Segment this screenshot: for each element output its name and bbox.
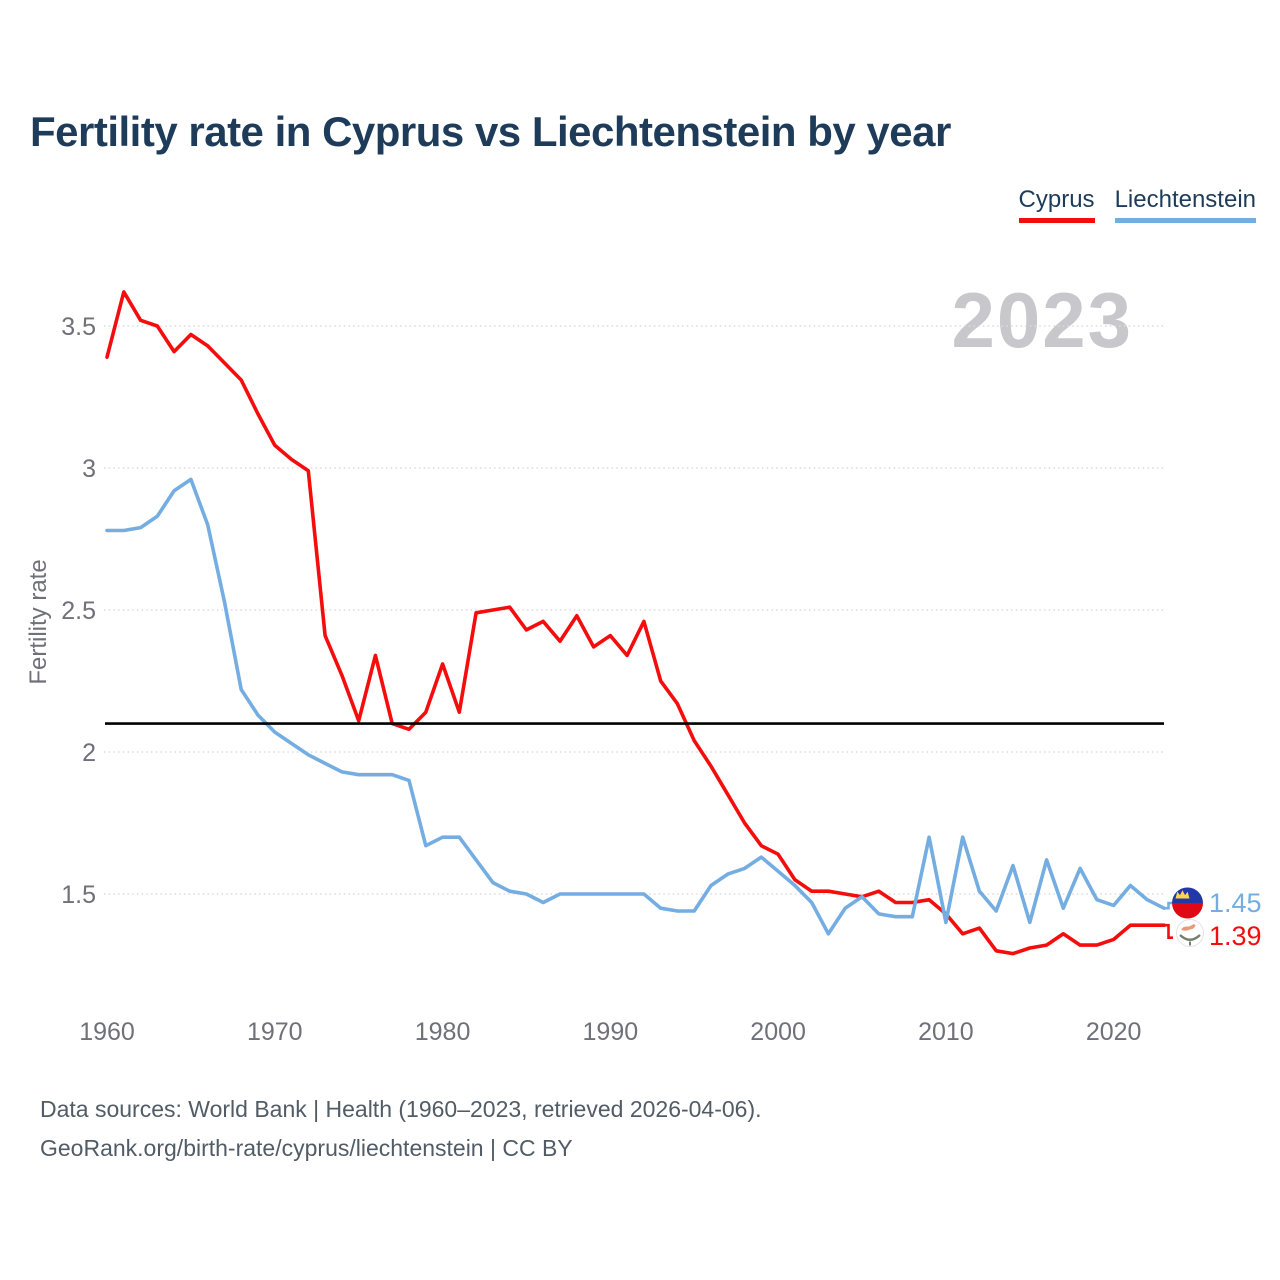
- legend-item-cyprus[interactable]: Cyprus: [1018, 186, 1095, 223]
- y-tick-label: 3: [82, 455, 96, 483]
- x-tick-label: 2000: [750, 1018, 806, 1046]
- liechtenstein-flag-icon: [1172, 887, 1203, 919]
- watermark-year: 2023: [951, 276, 1133, 364]
- data-sources-line: Data sources: World Bank | Health (1960–…: [40, 1096, 762, 1122]
- liechtenstein-line: [105, 477, 1166, 936]
- chart-title: Fertility rate in Cyprus vs Liechtenstei…: [30, 108, 951, 155]
- y-tick-label: 3.5: [61, 313, 96, 341]
- legend: Cyprus Liechtenstein: [1018, 186, 1256, 223]
- x-tick-label: 2010: [918, 1018, 974, 1046]
- cyprus-flag-icon: [1176, 919, 1204, 947]
- footer: Data sources: World Bank | Health (1960–…: [40, 1090, 762, 1168]
- series-layer: [105, 290, 1166, 956]
- y-axis-title: Fertility rate: [25, 559, 52, 684]
- y-tick-label: 2.5: [61, 597, 96, 625]
- y-tick-label: 1.5: [61, 881, 96, 909]
- attribution-link[interactable]: GeoRank.org/birth-rate/cyprus/liechtenst…: [40, 1135, 573, 1161]
- liechtenstein-end-value: 1.45: [1209, 888, 1262, 918]
- series-end-cyprus: 1.39: [1164, 919, 1262, 951]
- cyprus-end-value: 1.39: [1209, 921, 1262, 951]
- x-tick-label: 1990: [583, 1018, 639, 1046]
- x-tick-label: 2020: [1086, 1018, 1142, 1046]
- liechtenstein-end-tick: [1164, 901, 1173, 910]
- legend-item-liechtenstein[interactable]: Liechtenstein: [1114, 186, 1256, 223]
- x-tick-label: 1980: [415, 1018, 471, 1046]
- cyprus-end-tick: [1164, 923, 1173, 939]
- series-end-liechtenstein: 1.45: [1164, 887, 1262, 919]
- cyprus-line: [105, 290, 1166, 956]
- x-tick-label: 1970: [247, 1018, 303, 1046]
- x-tick-label: 1960: [79, 1018, 135, 1046]
- y-tick-label: 2: [82, 739, 96, 767]
- grid-layer: 1.5 2 2.5 3 3.5 1960 1970 1980 1990 2000 2010 2020: [61, 313, 1164, 1046]
